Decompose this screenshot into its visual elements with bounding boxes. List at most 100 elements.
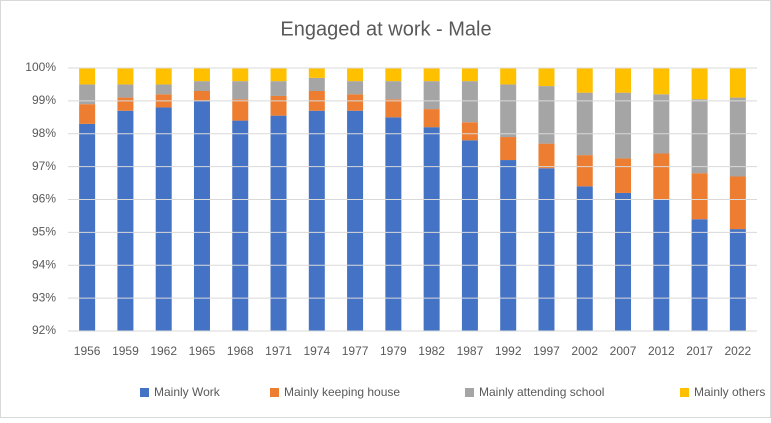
bar-segment [423,68,440,82]
bar-segment [308,110,325,331]
y-tick-label: 93% [32,290,56,304]
bar-segment [615,68,632,93]
bar-segment [385,68,402,82]
bar-segment [270,115,287,331]
bar-segment [729,97,746,177]
x-tick-label: 1962 [150,344,177,358]
y-tick-label: 98% [32,126,56,140]
legend-swatch [270,388,279,397]
bar-segment [193,68,210,82]
bar-segment [423,109,440,128]
bar-segment [232,68,249,82]
bar-segment [691,68,708,100]
bar-segment [385,99,402,118]
bar-segment [653,94,670,154]
bar-segment [691,99,708,174]
plot-area [79,68,746,331]
legend-label: Mainly keeping house [284,385,400,399]
bar-segment [232,120,249,331]
bar-segment [347,94,364,111]
bar-segment [538,86,555,144]
x-tick-label: 2017 [686,344,713,358]
bar-segment [729,229,746,331]
bar-segment [500,137,517,161]
x-tick-label: 1979 [380,344,407,358]
bar-segment [615,192,632,331]
bar-segment [155,107,172,331]
x-tick-label: 1956 [74,344,101,358]
bar-segment [117,84,134,98]
x-tick-label: 2022 [725,344,752,358]
x-tick-label: 1997 [533,344,560,358]
y-tick-label: 92% [32,323,56,337]
bar-segment [79,68,96,85]
bar-segment [193,81,210,92]
x-tick-label: 1959 [112,344,139,358]
legend-label: Mainly attending school [479,385,604,399]
x-tick-label: 1965 [189,344,216,358]
x-tick-label: 1974 [303,344,330,358]
x-tick-label: 2012 [648,344,675,358]
bar-segment [193,91,210,101]
bar-segment [691,173,708,220]
x-tick-label: 1968 [227,344,254,358]
bar-segment [538,143,555,169]
bar-segment [615,158,632,193]
bar-segment [232,99,249,121]
x-tick-label: 1992 [495,344,522,358]
y-tick-label: 97% [32,159,56,173]
bar-segment [576,92,593,156]
bar-segment [576,186,593,331]
bar-segment [576,155,593,187]
bar-segment [500,84,517,138]
bar-segment [500,68,517,85]
bar-segment [270,68,287,82]
bar-segment [729,68,746,98]
bar-segment [155,68,172,85]
y-tick-label: 94% [32,257,56,271]
legend-swatch [140,388,149,397]
bar-segment [729,176,746,230]
bar-segment [117,97,134,111]
bar-segment [500,160,517,331]
bar-segment [79,104,96,124]
bar-segment [461,68,478,82]
chart-title: Engaged at work - Male [280,18,491,40]
bar-segment [347,81,364,95]
bar-segment [117,110,134,331]
bar-segment [79,84,96,105]
bar-segment [232,81,249,100]
bar-segment [461,81,478,123]
bar-segment [385,117,402,331]
y-tick-label: 100% [25,60,56,74]
bar-segment [461,122,478,141]
bar-segment [308,77,325,92]
bar-segment [193,100,210,331]
bar-segment [117,68,134,85]
bar-segment [308,68,325,78]
bar-segment [347,110,364,331]
x-tick-label: 2007 [610,344,637,358]
bar-segment [653,153,670,200]
bar-segment [538,68,555,87]
bar-segment [615,92,632,159]
bar-segment [423,81,440,110]
bar-segment [79,123,96,331]
x-tick-label: 1987 [457,344,484,358]
bar-segment [653,68,670,95]
bar-segment [691,219,708,331]
y-tick-label: 96% [32,192,56,206]
legend-label: Mainly others [694,385,765,399]
legend-swatch [680,388,689,397]
bar-segment [461,140,478,331]
y-tick-label: 95% [32,225,56,239]
bar-segment [538,168,555,331]
legend-swatch [465,388,474,397]
bar-segment [347,68,364,82]
y-tick-label: 99% [32,93,56,107]
bar-segment [385,81,402,100]
x-tick-label: 1982 [418,344,445,358]
x-tick-label: 1977 [342,344,369,358]
